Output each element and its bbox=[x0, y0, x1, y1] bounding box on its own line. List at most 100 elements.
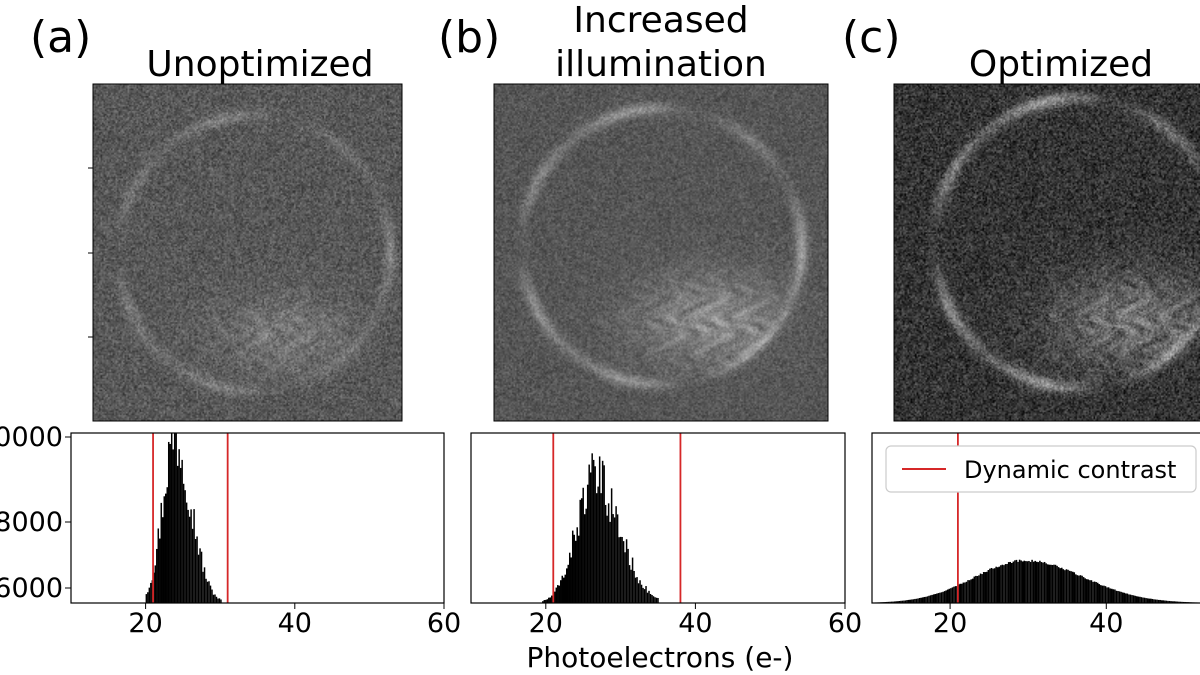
x-tick-label: 40 bbox=[1089, 608, 1123, 639]
histogram-bar bbox=[1139, 596, 1141, 603]
histogram-bar bbox=[175, 433, 177, 603]
histogram-bar bbox=[589, 472, 592, 603]
histogram-a-contrast-lines bbox=[152, 433, 229, 603]
histogram-bar bbox=[1101, 585, 1104, 603]
histogram-bar bbox=[634, 577, 637, 603]
histogram-bar bbox=[1003, 565, 1005, 603]
histogram-bar bbox=[631, 557, 634, 603]
histogram-bar bbox=[163, 496, 165, 603]
histogram-bar bbox=[915, 598, 918, 603]
histogram-bar bbox=[943, 591, 946, 603]
histogram-bar bbox=[184, 490, 186, 603]
histogram-bar bbox=[990, 567, 993, 603]
histogram-c-frame bbox=[871, 432, 1200, 604]
histogram-bar bbox=[904, 600, 907, 603]
histogram-bar bbox=[993, 568, 996, 603]
histogram-bar bbox=[1178, 601, 1180, 603]
histogram-bar bbox=[640, 584, 643, 603]
histogram-bar bbox=[893, 601, 896, 603]
histogram-bar bbox=[1137, 596, 1140, 603]
histogram-bar bbox=[1093, 581, 1096, 603]
histogram-bar bbox=[1128, 594, 1130, 603]
histogram-bar bbox=[1062, 569, 1065, 603]
histogram-bar bbox=[649, 593, 652, 603]
histogram-bar bbox=[597, 486, 599, 603]
histogram-bar bbox=[986, 571, 988, 603]
histogram-bar bbox=[976, 576, 979, 603]
histogram-bar bbox=[200, 551, 203, 603]
histogram-bar bbox=[646, 592, 649, 603]
histogram-b-contrast-lines bbox=[552, 433, 682, 603]
histogram-bar bbox=[982, 572, 985, 603]
histogram-bar bbox=[1048, 564, 1051, 603]
histogram-bar bbox=[159, 538, 161, 603]
histogram-bar bbox=[1037, 562, 1040, 603]
histogram-bar bbox=[921, 597, 924, 603]
histogram-bar bbox=[179, 467, 182, 603]
histogram-bar bbox=[995, 566, 997, 603]
histogram-bar bbox=[148, 587, 151, 603]
histogram-bar bbox=[1150, 598, 1152, 603]
histogram-bar bbox=[984, 572, 987, 603]
histogram-bar bbox=[616, 514, 619, 603]
histogram-bar bbox=[610, 488, 613, 603]
histogram-bar bbox=[604, 504, 607, 603]
histogram-bar bbox=[1082, 577, 1085, 603]
histogram-bar bbox=[1078, 575, 1080, 603]
histogram-bar bbox=[202, 571, 204, 603]
histogram-bar bbox=[928, 595, 930, 603]
histogram-bar bbox=[948, 588, 951, 603]
panel-b-title-line1: Increased bbox=[573, 0, 748, 41]
histogram-bar bbox=[582, 487, 584, 603]
histogram-bar bbox=[187, 509, 189, 603]
histogram-bar bbox=[1004, 564, 1007, 603]
histogram-bar bbox=[1098, 584, 1101, 603]
histogram-bar bbox=[959, 583, 962, 603]
histogram-bar bbox=[576, 527, 578, 603]
histogram-bar bbox=[981, 574, 983, 603]
histogram-bar bbox=[992, 568, 994, 603]
histogram-bar bbox=[926, 596, 929, 603]
histogram-bar bbox=[1084, 578, 1086, 603]
histogram-bar bbox=[557, 585, 559, 603]
histogram-bar bbox=[1059, 568, 1061, 603]
histogram-bar bbox=[542, 601, 544, 603]
histogram-bar bbox=[1036, 561, 1038, 603]
histogram-bar bbox=[970, 579, 972, 603]
histogram-bar bbox=[651, 595, 653, 603]
histogram-bar bbox=[1109, 588, 1111, 603]
histogram-bar bbox=[1135, 596, 1138, 603]
histogram-bar bbox=[554, 591, 556, 603]
histogram-bar bbox=[1076, 575, 1079, 603]
histogram-bar bbox=[648, 590, 650, 603]
histogram-bar bbox=[1140, 597, 1143, 603]
histogram-bar bbox=[546, 599, 549, 603]
histogram-bar bbox=[1018, 559, 1021, 603]
histogram-bar bbox=[978, 575, 980, 603]
histogram-bar bbox=[1009, 561, 1012, 603]
histogram-bar bbox=[1001, 564, 1004, 603]
histogram-bar bbox=[1120, 591, 1122, 603]
histogram-bar bbox=[1100, 585, 1102, 603]
histogram-bar bbox=[147, 592, 149, 603]
histogram-bar bbox=[154, 565, 157, 603]
x-tick-label: 20 bbox=[933, 608, 967, 639]
histogram-bar bbox=[1159, 599, 1161, 603]
histogram-bar bbox=[170, 433, 173, 603]
histogram-bar bbox=[1039, 560, 1041, 603]
histogram-bar bbox=[1089, 580, 1091, 603]
histogram-bar bbox=[655, 597, 658, 603]
histogram-bar bbox=[1151, 598, 1154, 603]
histogram-bar bbox=[1092, 581, 1094, 603]
histogram-bar bbox=[560, 580, 562, 603]
histogram-bar bbox=[612, 514, 614, 603]
histogram-bar bbox=[199, 548, 201, 603]
histogram-bar bbox=[607, 503, 610, 603]
histogram-b-bars bbox=[542, 453, 659, 603]
histogram-bar bbox=[1050, 564, 1052, 603]
histogram-bar bbox=[945, 590, 947, 603]
histogram-bar bbox=[939, 592, 941, 603]
histogram-bar bbox=[1146, 598, 1149, 603]
histogram-bar bbox=[1167, 600, 1169, 603]
microscope-image-b bbox=[494, 84, 828, 421]
